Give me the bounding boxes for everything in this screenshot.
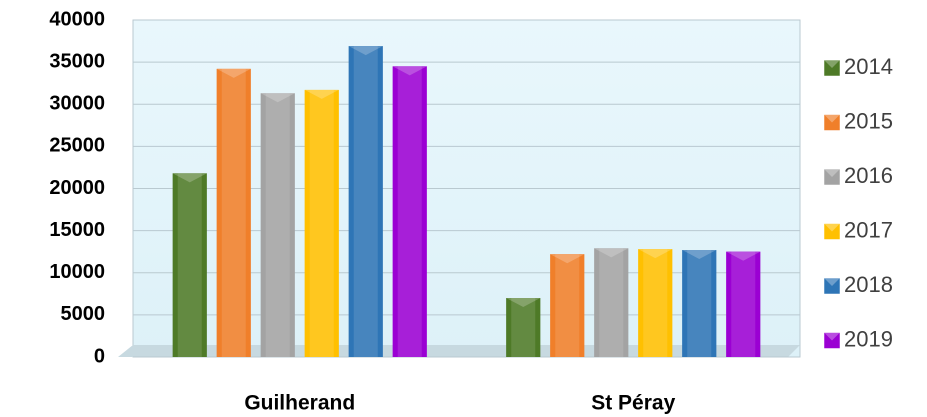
legend-swatch <box>823 59 841 77</box>
y-tick-label: 15000 <box>49 219 105 241</box>
bar-cap <box>594 248 629 258</box>
bar-shade <box>594 248 629 357</box>
legend-label: 2017 <box>844 217 893 242</box>
legend-swatch <box>823 332 841 349</box>
bar-highlight <box>511 298 536 357</box>
bar-highlight <box>265 93 290 358</box>
y-tick-label: 0 <box>94 345 105 367</box>
bar-highlight <box>353 46 378 358</box>
y-tick-label: 5000 <box>61 303 106 325</box>
legend-swatch-shine <box>824 169 840 177</box>
bar-highlight <box>221 68 246 358</box>
bar-highlight <box>687 250 712 357</box>
legend-label: 2015 <box>844 108 893 133</box>
bar-shade <box>260 93 295 358</box>
bar-shade <box>682 250 717 357</box>
bar-shade <box>726 251 761 357</box>
bar-shade <box>304 89 339 358</box>
legend-swatch <box>823 168 841 186</box>
bar-highlight <box>309 89 334 358</box>
legend-swatch-shine <box>824 223 840 232</box>
bar-shade <box>172 173 207 357</box>
bar-cap <box>216 68 251 78</box>
legend-swatch-shine <box>824 60 840 68</box>
bar-shade <box>506 298 541 357</box>
legend-swatch <box>823 223 841 240</box>
x-tick-label: St Péray <box>591 392 675 415</box>
bar-cap <box>348 46 383 56</box>
legend-label: 2016 <box>844 163 893 188</box>
bar-shade <box>348 46 383 358</box>
bar-cap <box>506 298 541 308</box>
legend-swatch <box>823 277 841 295</box>
bar-highlight <box>397 66 422 358</box>
y-tick-label: 10000 <box>49 261 105 283</box>
y-tick-label: 25000 <box>49 135 105 157</box>
bar-cap <box>550 254 585 264</box>
legend-label: 2014 <box>844 54 893 79</box>
bar-shade <box>638 249 673 357</box>
y-tick-label: 30000 <box>49 93 105 115</box>
legend-swatch-shine <box>824 332 840 341</box>
bar-cap <box>638 249 673 259</box>
bar-highlight <box>643 249 668 357</box>
x-tick-label: Guilherand <box>244 392 355 415</box>
bar-cap <box>682 250 717 260</box>
legend-swatch-shine <box>824 278 840 286</box>
legend-label: 2018 <box>844 272 893 297</box>
y-tick-label: 20000 <box>49 177 105 199</box>
legend-swatch <box>823 114 841 131</box>
bar-highlight <box>555 254 580 357</box>
bar-cap <box>260 93 295 103</box>
bar-shade <box>392 66 427 358</box>
legend-swatch-shine <box>824 114 840 123</box>
bar-highlight <box>599 248 624 357</box>
bar-highlight <box>177 173 202 357</box>
bar-shade <box>550 254 585 357</box>
bar-highlight <box>731 251 756 357</box>
bar-cap <box>304 89 339 99</box>
legend-label: 2019 <box>844 326 893 351</box>
y-tick-label: 35000 <box>49 50 105 72</box>
bar-cap <box>726 251 761 261</box>
bar-shade <box>216 68 251 358</box>
y-tick-label: 40000 <box>49 8 105 30</box>
bar-cap <box>392 66 427 76</box>
bar-cap <box>172 173 207 183</box>
